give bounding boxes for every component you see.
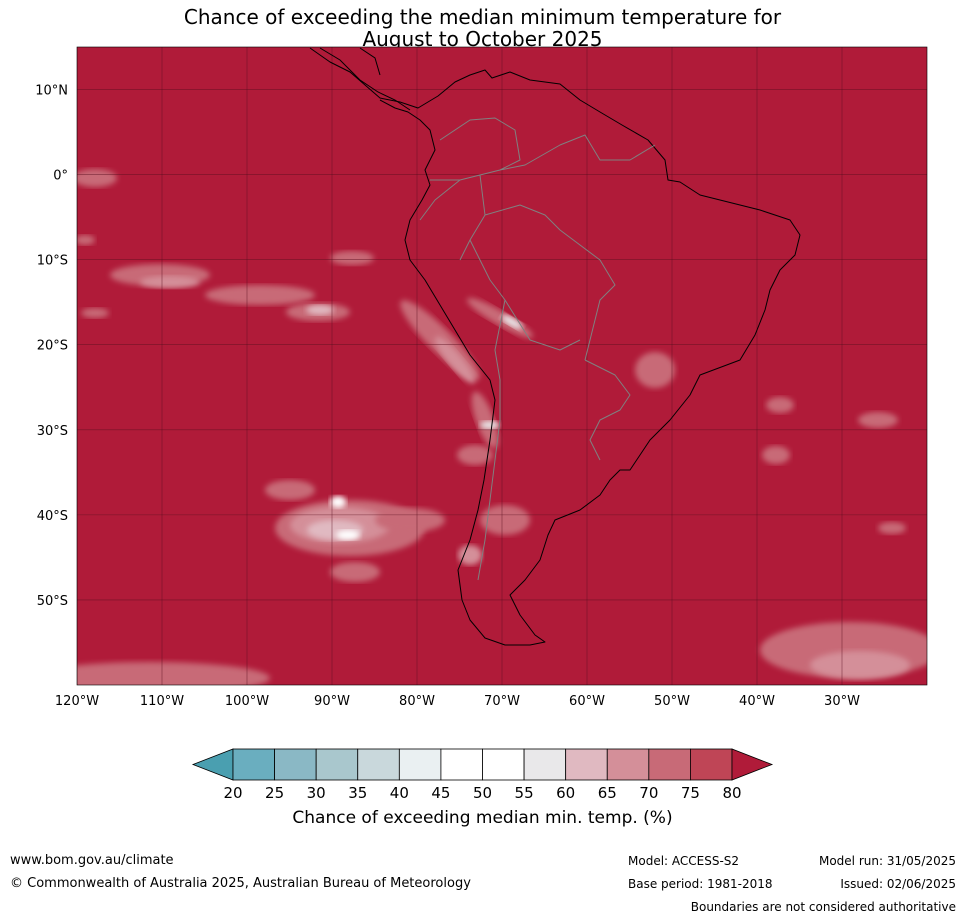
lat-label: 10°N — [35, 84, 68, 99]
colorbar-tick-label: 50 — [473, 784, 492, 802]
footer-model-run: Model run: 31/05/2025 — [818, 854, 956, 868]
lon-label: 80°W — [399, 694, 435, 709]
colorbar-segment — [523, 748, 567, 781]
lat-label: 50°S — [37, 594, 68, 609]
lon-label: 110°W — [140, 694, 184, 709]
colorbar-low-extend — [191, 748, 234, 781]
footer-model: Model: ACCESS-S2 — [628, 854, 740, 868]
lon-label: 120°W — [55, 694, 99, 709]
colorbar-segment — [690, 748, 733, 781]
colorbar: 20 25 30 35 40 45 50 55 60 65 70 75 80 — [191, 748, 774, 802]
map-frame — [76, 46, 928, 686]
colorbar-tick-label: 80 — [722, 784, 741, 802]
lon-label: 100°W — [225, 694, 269, 709]
lat-label: 40°S — [37, 509, 68, 524]
colorbar-tick-label: 60 — [556, 784, 575, 802]
colorbar-segment — [440, 748, 483, 781]
colorbar-segment — [606, 748, 650, 781]
lon-label: 40°W — [739, 694, 775, 709]
map-title-line-1: Chance of exceeding the median minimum t… — [183, 5, 782, 29]
country-borders — [419, 117, 656, 581]
central-america-coastline — [319, 47, 411, 111]
colorbar-tick-label: 55 — [515, 784, 534, 802]
footer-issued: Issued: 02/06/2025 — [840, 877, 956, 891]
colorbar-tick-label: 30 — [307, 784, 326, 802]
footer-base-period: Base period: 1981-2018 — [628, 877, 773, 891]
colorbar-segment — [357, 748, 400, 781]
colorbar-tick-label: 20 — [223, 784, 242, 802]
footer-url[interactable]: www.bom.gov.au/climate — [10, 853, 174, 868]
colorbar-tick-label: 65 — [598, 784, 617, 802]
lon-label: 30°W — [824, 694, 860, 709]
lon-label: 90°W — [314, 694, 350, 709]
lon-label: 50°W — [654, 694, 690, 709]
graticule — [77, 47, 927, 685]
colorbar-segment — [565, 748, 608, 781]
colorbar-segment — [398, 748, 442, 781]
lat-label: 20°S — [37, 339, 68, 354]
longitude-labels: 120°W 110°W 100°W 90°W 80°W 70°W 60°W 50°W 40°W 3… — [55, 694, 860, 709]
latitude-labels: 10°N 0° 10°S 20°S 30°S 40°S 50°S — [35, 84, 68, 609]
colorbar-tick-label: 35 — [348, 784, 367, 802]
lat-label: 0° — [53, 169, 68, 184]
probability-anomalies — [77, 169, 927, 685]
lat-label: 30°S — [37, 424, 68, 439]
colorbar-tick-label: 40 — [390, 784, 409, 802]
colorbar-tick-label: 75 — [681, 784, 700, 802]
colorbar-tick-label: 25 — [265, 784, 284, 802]
lon-label: 70°W — [484, 694, 520, 709]
colorbar-segment — [232, 748, 275, 781]
lon-label: 60°W — [569, 694, 605, 709]
colorbar-segment — [315, 748, 359, 781]
colorbar-segment — [648, 748, 691, 781]
colorbar-segment — [274, 748, 317, 781]
colorbar-tick-label: 70 — [639, 784, 658, 802]
colorbar-label: Chance of exceeding median min. temp. (%… — [292, 808, 673, 828]
footer-copyright: © Commonwealth of Australia 2025, Austra… — [10, 876, 471, 891]
colorbar-high-extend — [731, 748, 774, 781]
lat-label: 10°S — [37, 254, 68, 269]
map-title-line-2: August to October 2025 — [362, 27, 603, 51]
colorbar-segment — [482, 748, 525, 781]
footer-disclaimer: Boundaries are not considered authoritat… — [690, 900, 956, 914]
colorbar-tick-label: 45 — [431, 784, 450, 802]
south-america-coastline — [309, 47, 801, 646]
